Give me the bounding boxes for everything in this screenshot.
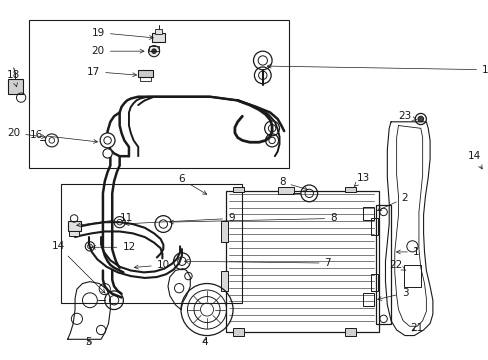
Text: 5: 5 (85, 337, 92, 347)
Bar (221, 221, 228, 242)
Bar (375, 206, 390, 324)
Bar (152, 32, 165, 42)
Text: 18: 18 (7, 70, 20, 87)
Bar (149, 46, 159, 51)
Circle shape (102, 149, 112, 158)
Bar (221, 270, 228, 291)
Text: 8: 8 (279, 177, 307, 190)
Bar (233, 328, 244, 336)
Text: 13: 13 (354, 172, 369, 186)
Text: 9: 9 (125, 213, 234, 226)
Text: 15: 15 (267, 64, 488, 75)
Text: 20: 20 (7, 128, 45, 139)
Text: 6: 6 (178, 175, 206, 194)
Bar (8, 79, 23, 94)
Text: 17: 17 (87, 67, 136, 77)
Bar (363, 293, 373, 306)
Text: 1: 1 (396, 247, 419, 257)
Text: 20: 20 (92, 46, 143, 56)
Circle shape (45, 134, 58, 147)
Bar (28, 19, 288, 168)
Text: 2: 2 (377, 193, 407, 211)
Bar (370, 274, 377, 291)
Circle shape (103, 137, 111, 144)
Text: 11: 11 (77, 213, 133, 227)
Circle shape (100, 133, 115, 148)
Text: 22: 22 (388, 260, 405, 270)
Circle shape (148, 46, 159, 57)
Bar (140, 77, 151, 81)
Bar (233, 187, 244, 193)
Circle shape (417, 116, 423, 122)
Circle shape (151, 49, 156, 54)
Text: 8: 8 (169, 213, 336, 224)
Text: 14: 14 (52, 241, 105, 293)
Bar (344, 328, 355, 336)
Text: 14: 14 (467, 151, 481, 169)
Text: 7: 7 (184, 258, 330, 268)
Bar (363, 207, 373, 220)
Bar (138, 70, 153, 77)
Bar (225, 190, 378, 332)
Text: 10: 10 (134, 260, 169, 270)
Bar (344, 187, 355, 193)
Circle shape (49, 138, 55, 143)
Bar (277, 187, 294, 194)
Bar (403, 265, 420, 287)
Text: 12: 12 (91, 242, 135, 252)
Text: 19: 19 (91, 28, 153, 39)
Bar (69, 230, 79, 236)
Bar (67, 221, 81, 230)
Text: 16: 16 (29, 130, 97, 143)
Text: 4: 4 (202, 337, 208, 347)
Bar (155, 29, 162, 33)
Bar (370, 219, 377, 235)
Text: 3: 3 (377, 288, 407, 300)
Bar (61, 184, 242, 303)
Text: 23: 23 (398, 111, 416, 121)
Text: 21: 21 (409, 323, 423, 333)
